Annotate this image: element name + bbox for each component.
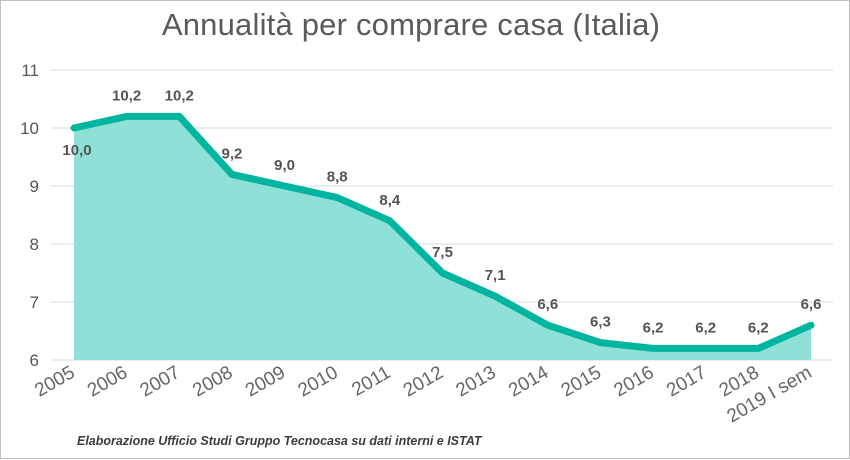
data-label: 10,2 [165,87,194,104]
data-label: 10,0 [62,142,91,159]
x-tick-label: 2013 [453,362,500,401]
data-point [72,126,76,130]
data-label: 8,8 [327,169,348,186]
data-point [335,195,340,200]
x-tick-label: 2016 [610,362,657,401]
y-tick-label: 11 [21,61,39,80]
data-label: 10,2 [112,87,141,104]
data-label: 6,2 [643,319,664,336]
data-label: 9,0 [274,157,295,174]
y-tick-label: 6 [30,351,39,370]
data-label: 7,5 [432,244,453,261]
y-tick-label: 7 [30,293,39,312]
y-tick-label: 10 [20,119,39,138]
data-label: 8,4 [379,192,401,209]
data-point [282,184,287,188]
data-label: 6,6 [537,296,558,313]
data-label: 6,3 [590,314,611,331]
data-label: 9,2 [221,145,242,162]
data-label: 6,2 [695,319,716,336]
x-tick-label: 2010 [295,362,342,401]
x-tick-label: 2017 [663,362,710,401]
x-tick-label: 2014 [505,362,552,402]
x-tick-label: 2009 [242,362,289,401]
data-label: 6,2 [748,319,769,336]
data-point [124,114,129,119]
data-point [703,346,708,351]
data-point [440,271,445,275]
data-point [229,172,234,177]
area-fill [74,116,811,361]
data-label: 6,6 [801,296,822,313]
data-point [177,114,182,119]
x-tick-label: 2008 [189,362,236,401]
data-point [598,340,603,345]
y-tick-label: 9 [30,177,39,196]
x-tick-label: 2006 [84,362,131,401]
data-point [651,346,656,351]
chart-title: Annualità per comprare casa (Italia) [161,7,661,42]
x-tick-label: 2015 [558,362,605,401]
y-tick-label: 8 [30,235,39,254]
x-tick-label: 2012 [400,362,447,401]
data-point [545,323,550,328]
data-point [756,346,761,351]
data-point [493,294,498,299]
data-label: 7,1 [485,267,506,284]
x-tick-label: 2007 [137,362,184,401]
data-point [809,323,813,328]
x-tick-label: 2011 [348,362,394,401]
source-note: Elaborazione Ufficio Studi Gruppo Tecnoc… [77,434,482,448]
data-point [387,218,392,223]
